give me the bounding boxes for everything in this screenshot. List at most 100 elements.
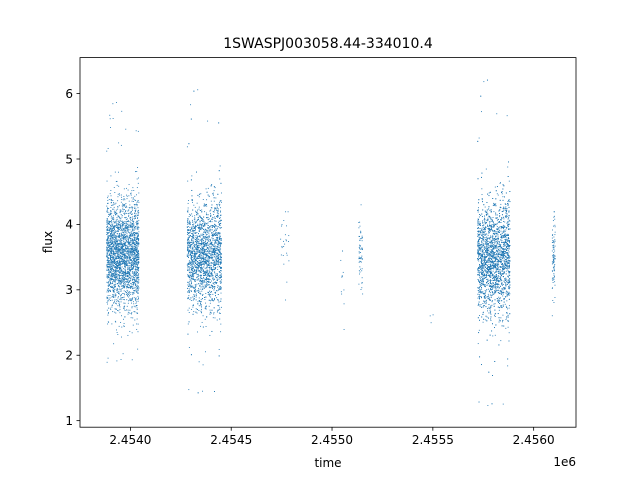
data-point [201, 263, 203, 265]
data-point [212, 238, 214, 240]
data-point [111, 278, 113, 280]
data-point [120, 260, 122, 262]
data-point [113, 235, 115, 237]
data-point [119, 260, 121, 262]
data-point [207, 225, 209, 226]
data-point [113, 302, 114, 304]
data-point [192, 285, 194, 287]
data-point [205, 204, 207, 206]
data-point [118, 272, 120, 274]
data-point [129, 251, 131, 253]
data-point [115, 236, 117, 238]
data-point [214, 260, 216, 262]
data-point [199, 255, 201, 257]
data-point [131, 332, 133, 334]
data-point [216, 311, 218, 313]
data-point [115, 278, 117, 280]
data-point [137, 262, 139, 264]
data-point [219, 307, 221, 309]
data-point [136, 227, 138, 229]
data-point [112, 245, 114, 247]
data-point [113, 291, 115, 293]
data-point [108, 242, 110, 244]
data-point [136, 249, 138, 250]
data-point [135, 251, 137, 253]
data-point [190, 246, 192, 248]
data-point [133, 297, 135, 299]
data-point [128, 200, 130, 202]
data-point [124, 253, 126, 255]
data-point [115, 308, 117, 310]
data-point [110, 271, 112, 273]
data-point [201, 262, 203, 263]
data-point [209, 282, 211, 283]
data-point [209, 226, 211, 227]
data-point [125, 212, 127, 214]
data-point [204, 224, 205, 226]
data-point [127, 251, 129, 253]
data-point [115, 241, 117, 243]
data-point [205, 242, 207, 244]
data-point [113, 269, 115, 270]
data-point [130, 286, 132, 288]
data-point [214, 278, 216, 280]
data-point [111, 265, 113, 267]
data-point [137, 348, 139, 350]
data-point [127, 271, 129, 273]
data-point [116, 275, 118, 277]
data-point [204, 257, 206, 259]
data-point [212, 194, 214, 196]
data-point [129, 235, 131, 237]
data-point [121, 270, 122, 272]
data-point [195, 239, 196, 241]
data-point [121, 215, 123, 216]
data-point [109, 257, 111, 259]
data-point [215, 261, 217, 263]
data-point [108, 285, 110, 287]
data-point [107, 195, 109, 197]
data-point [122, 273, 124, 275]
data-point [110, 241, 112, 243]
data-point [128, 223, 130, 225]
data-point [116, 258, 118, 259]
data-point [202, 285, 204, 287]
data-point [214, 252, 216, 254]
data-point [187, 247, 189, 249]
data-point [119, 225, 121, 227]
data-point [189, 242, 191, 244]
data-point [208, 249, 210, 250]
data-point [215, 267, 217, 269]
data-point [127, 313, 129, 315]
data-point [195, 296, 197, 298]
data-point [219, 204, 221, 206]
data-point [216, 236, 218, 238]
data-point [110, 199, 112, 200]
data-point [125, 271, 127, 273]
data-point [116, 277, 118, 279]
data-point [110, 246, 112, 247]
data-point [119, 246, 121, 248]
data-point [203, 244, 205, 246]
data-point [111, 248, 113, 249]
data-point [188, 272, 190, 273]
data-point [201, 224, 203, 226]
data-point [124, 274, 126, 276]
data-point [120, 269, 122, 271]
data-point [110, 239, 112, 241]
data-point [110, 235, 112, 237]
data-point [110, 278, 112, 280]
data-point [131, 299, 133, 301]
data-point [122, 281, 124, 283]
data-point [212, 300, 214, 302]
data-point [123, 325, 125, 327]
data-point [114, 245, 116, 247]
data-point [204, 231, 206, 233]
data-point [124, 282, 126, 284]
data-point [107, 229, 109, 231]
data-point [217, 300, 219, 302]
data-point [137, 209, 139, 211]
data-point [209, 290, 211, 292]
data-point [124, 236, 126, 238]
data-point [130, 277, 132, 279]
data-point [126, 198, 128, 200]
